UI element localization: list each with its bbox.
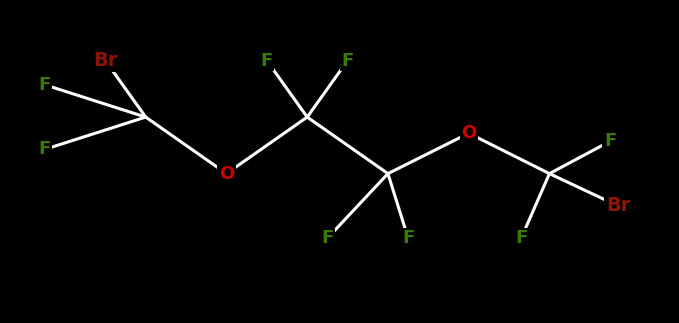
Text: F: F bbox=[604, 132, 616, 150]
Text: Br: Br bbox=[93, 51, 117, 70]
Text: Br: Br bbox=[606, 196, 630, 215]
Text: F: F bbox=[39, 76, 51, 94]
Text: F: F bbox=[515, 229, 528, 247]
Text: F: F bbox=[342, 52, 354, 69]
Text: F: F bbox=[321, 229, 333, 247]
Text: O: O bbox=[461, 124, 477, 142]
Text: F: F bbox=[39, 141, 51, 158]
Text: F: F bbox=[402, 229, 414, 247]
Text: F: F bbox=[261, 52, 273, 69]
Text: O: O bbox=[219, 165, 234, 182]
